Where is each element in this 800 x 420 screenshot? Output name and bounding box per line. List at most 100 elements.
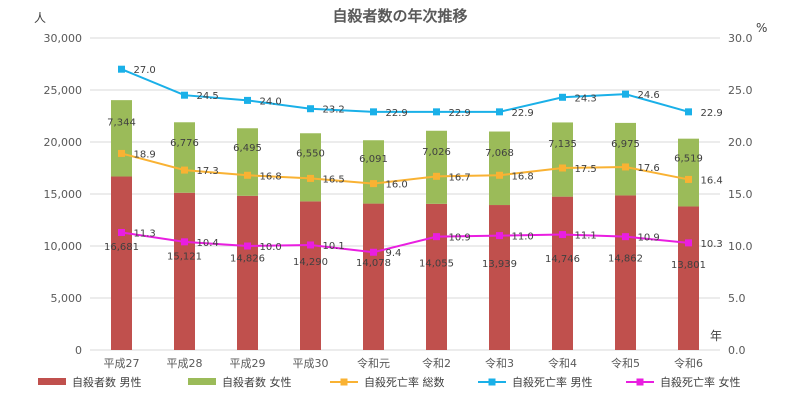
legend-label: 自殺死亡率 総数 xyxy=(364,375,445,389)
bar-female xyxy=(237,128,258,196)
bar-male-label: 14,290 xyxy=(293,257,328,268)
series-point-label: 10.0 xyxy=(260,242,282,253)
series-point xyxy=(622,233,629,241)
bar-female-label: 6,975 xyxy=(611,139,640,150)
series-point xyxy=(370,108,377,116)
series-point-label: 10.3 xyxy=(701,239,723,250)
right-axis-unit: % xyxy=(756,21,767,35)
y2-tick-label: 5.0 xyxy=(728,292,746,305)
x-tick-label: 令和元 xyxy=(357,356,390,370)
series-point xyxy=(307,241,314,249)
bar-male-label: 14,078 xyxy=(356,258,391,269)
x-tick-label: 令和4 xyxy=(548,356,577,370)
legend-swatch xyxy=(188,378,216,385)
series-point-label: 17.6 xyxy=(638,163,660,174)
bar-female xyxy=(489,131,510,206)
bar-female xyxy=(678,138,699,207)
series-point-label: 27.0 xyxy=(134,65,156,76)
bar-male xyxy=(552,196,573,350)
series-point-label: 24.3 xyxy=(575,93,597,104)
x-tick-label: 平成29 xyxy=(230,357,266,370)
series-point-label: 24.6 xyxy=(638,90,660,101)
series-point xyxy=(307,105,314,113)
series-point xyxy=(622,163,629,171)
series-point-label: 18.9 xyxy=(134,149,156,160)
series-point-label: 16.7 xyxy=(449,172,471,183)
x-tick-label: 令和6 xyxy=(674,356,703,370)
y2-tick-label: 30.0 xyxy=(728,32,753,45)
legend-marker xyxy=(636,378,644,386)
series-point xyxy=(244,171,251,179)
series-point-label: 10.9 xyxy=(638,233,660,244)
bar-male-label: 14,055 xyxy=(419,258,454,269)
series-point-label: 10.9 xyxy=(449,233,471,244)
x-tick-label: 平成28 xyxy=(167,357,203,370)
bar-female-label: 6,091 xyxy=(359,154,388,165)
data-labels: 16,681 7,344 15,121 6,776 14,826 6,495 14,290 6… xyxy=(104,65,723,271)
legend: 自殺者数 男性 自殺者数 女性 自殺死亡率 総数 自殺死亡率 男性 自殺死亡率 女性 xyxy=(38,375,741,389)
bar-female-label: 7,026 xyxy=(422,147,451,158)
left-axis-unit: 人 xyxy=(34,11,46,25)
series-point xyxy=(181,166,188,174)
y2-tick-label: 20.0 xyxy=(728,136,753,149)
bar-male xyxy=(426,203,447,350)
series-point-label: 16.4 xyxy=(701,175,723,186)
series-point xyxy=(496,108,503,116)
bar-series xyxy=(111,100,699,350)
legend-label: 自殺死亡率 男性 xyxy=(512,375,593,389)
series-point xyxy=(685,239,692,247)
chart-title: 自殺者数の年次推移 xyxy=(332,7,467,25)
series-line xyxy=(121,68,689,113)
y-tick-label: 20,000 xyxy=(44,136,83,149)
series-line xyxy=(121,152,689,185)
series-point-label: 23.2 xyxy=(323,105,345,116)
bar-male-label: 14,746 xyxy=(545,254,580,265)
y2-tick-label: 25.0 xyxy=(728,84,753,97)
bar-female-label: 7,344 xyxy=(107,118,136,129)
axes: 0 5,000 10,000 15,000 20,000 25,000 30,000 0.0 5… xyxy=(44,32,753,370)
bar-male xyxy=(111,176,132,350)
bar-female-label: 6,519 xyxy=(674,154,703,165)
series-point-label: 17.5 xyxy=(575,164,597,175)
bar-female xyxy=(174,122,195,193)
series-point xyxy=(370,180,377,188)
series-point-label: 9.4 xyxy=(386,248,402,259)
series-point-label: 22.9 xyxy=(512,108,534,119)
series-point-label: 11.3 xyxy=(134,228,156,239)
y-tick-label: 15,000 xyxy=(44,188,83,201)
series-point xyxy=(118,65,125,73)
x-tick-label: 令和5 xyxy=(611,356,640,370)
bar-female-label: 6,550 xyxy=(296,148,325,159)
legend-label: 自殺者数 男性 xyxy=(72,375,142,389)
series-point-label: 16.5 xyxy=(323,174,345,185)
series-point xyxy=(685,175,692,183)
bar-female xyxy=(363,140,384,204)
legend-marker xyxy=(488,378,496,386)
legend-label: 自殺者数 女性 xyxy=(222,375,292,389)
bar-male xyxy=(489,205,510,350)
bar-male-label: 14,826 xyxy=(230,253,265,264)
bar-male-label: 14,862 xyxy=(608,253,643,264)
series-point xyxy=(496,171,503,179)
x-tick-label: 令和2 xyxy=(422,356,451,370)
bar-male-label: 15,121 xyxy=(167,252,202,263)
bar-male xyxy=(678,206,699,350)
series-point-label: 16.8 xyxy=(512,171,534,182)
series-point xyxy=(685,108,692,116)
series-point xyxy=(559,164,566,172)
series-point xyxy=(370,248,377,256)
series-point-label: 10.1 xyxy=(323,241,345,252)
series-point-label: 10.4 xyxy=(197,238,219,249)
y2-tick-label: 10.0 xyxy=(728,240,753,253)
x-tick-label: 平成30 xyxy=(293,357,329,370)
series-point-label: 16.8 xyxy=(260,171,282,182)
bar-female xyxy=(615,122,636,196)
series-point xyxy=(181,91,188,99)
y2-tick-label: 15.0 xyxy=(728,188,753,201)
series-point xyxy=(244,96,251,104)
bar-male xyxy=(237,195,258,350)
y-tick-label: 30,000 xyxy=(44,32,83,45)
x-axis-unit: 年 xyxy=(710,329,722,343)
bar-female xyxy=(300,133,321,202)
